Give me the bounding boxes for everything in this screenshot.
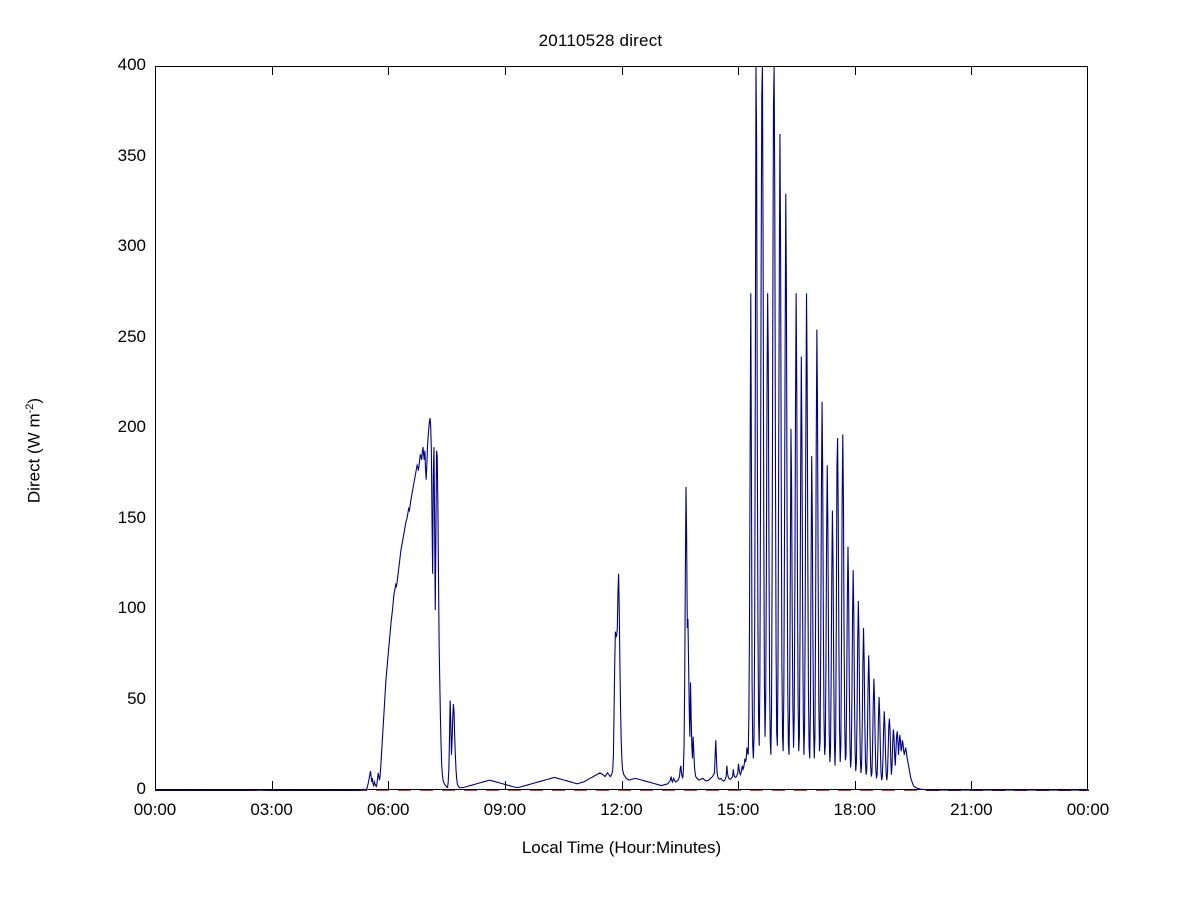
x-axis-tick-label: 21:00 bbox=[950, 800, 993, 819]
x-axis-tick-mark bbox=[854, 66, 856, 75]
y-axis-tick-label: 200 bbox=[117, 417, 146, 436]
x-axis-tick-label: 06:00 bbox=[366, 800, 410, 819]
x-axis-tick-mark bbox=[388, 781, 390, 790]
y-axis-label-base: Direct (W m bbox=[24, 413, 44, 504]
x-axis-tick-mark bbox=[388, 66, 390, 75]
x-axis-tick-mark bbox=[271, 781, 273, 790]
x-axis-tick-label: 18:00 bbox=[833, 800, 877, 819]
y-axis-tick-label: 250 bbox=[117, 326, 146, 346]
x-axis-tick-mark bbox=[271, 66, 273, 75]
direct-irradiance-line bbox=[156, 67, 1089, 791]
y-axis-label-wrapper: Direct (W m-2) bbox=[0, 0, 60, 901]
x-axis-tick-mark bbox=[738, 781, 740, 790]
x-axis-tick-label: 00:00 bbox=[1066, 800, 1110, 819]
y-axis-tick-labels: 0 50 100 150 200 250 300 350 400 bbox=[60, 0, 146, 901]
x-axis-tick-mark bbox=[621, 66, 623, 75]
x-axis-tick-mark bbox=[621, 781, 623, 790]
x-axis-tick-mark bbox=[738, 66, 740, 75]
x-axis-tick-label: 00:00 bbox=[133, 800, 177, 819]
x-axis-tick-label: 09:00 bbox=[483, 800, 527, 819]
y-axis-tick-label: 100 bbox=[117, 598, 146, 617]
y-axis-tick-label: 350 bbox=[117, 145, 146, 165]
x-axis-tick-label: 15:00 bbox=[716, 800, 760, 819]
y-axis-label-tail: ) bbox=[24, 397, 44, 404]
x-axis-tick-label: 12:00 bbox=[600, 800, 643, 819]
x-axis-tick-mark bbox=[971, 781, 973, 790]
y-axis-tick-label: 300 bbox=[117, 236, 146, 255]
y-axis-tick-label: 50 bbox=[127, 688, 146, 708]
y-axis-label-exponent: -2 bbox=[24, 403, 36, 414]
y-axis-tick-label: 0 bbox=[136, 779, 146, 798]
page-title: 20110528 direct bbox=[538, 31, 663, 50]
y-axis-label: Direct (W m-2) bbox=[0, 0, 60, 901]
x-axis-tick-mark bbox=[504, 66, 506, 75]
x-axis-tick-label: 03:00 bbox=[250, 800, 293, 819]
x-axis-label: Local Time (Hour:Minutes) bbox=[521, 838, 722, 857]
x-axis-tick-mark bbox=[854, 781, 856, 790]
x-axis-tick-mark bbox=[504, 781, 506, 790]
y-axis-tick-label: 150 bbox=[117, 507, 146, 527]
y-axis-tick-label: 400 bbox=[117, 55, 146, 74]
plot-area bbox=[155, 66, 1089, 791]
plot-svg bbox=[156, 67, 1089, 791]
x-axis-tick-mark bbox=[971, 66, 973, 75]
